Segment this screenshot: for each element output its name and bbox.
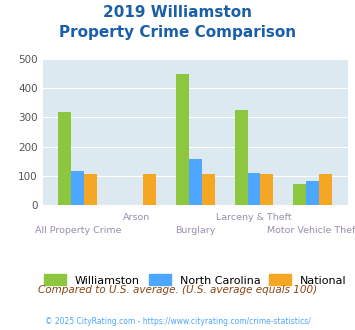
Bar xyxy=(247,173,261,205)
Text: Burglary: Burglary xyxy=(175,226,215,235)
Bar xyxy=(235,110,247,205)
Text: Arson: Arson xyxy=(123,213,150,222)
Text: Property Crime Comparison: Property Crime Comparison xyxy=(59,25,296,40)
Bar xyxy=(202,174,215,205)
Text: © 2025 CityRating.com - https://www.cityrating.com/crime-statistics/: © 2025 CityRating.com - https://www.city… xyxy=(45,317,310,326)
Bar xyxy=(59,112,71,205)
Bar xyxy=(189,159,202,205)
Text: All Property Crime: All Property Crime xyxy=(34,226,121,235)
Bar xyxy=(261,174,273,205)
Bar xyxy=(84,174,97,205)
Text: Compared to U.S. average. (U.S. average equals 100): Compared to U.S. average. (U.S. average … xyxy=(38,285,317,295)
Bar xyxy=(176,74,189,205)
Bar xyxy=(293,184,306,205)
Text: 2019 Williamston: 2019 Williamston xyxy=(103,5,252,20)
Bar xyxy=(71,171,84,205)
Bar xyxy=(319,174,332,205)
Bar xyxy=(143,174,156,205)
Text: Larceny & Theft: Larceny & Theft xyxy=(216,213,292,222)
Text: Motor Vehicle Theft: Motor Vehicle Theft xyxy=(267,226,355,235)
Bar xyxy=(306,182,319,205)
Legend: Williamston, North Carolina, National: Williamston, North Carolina, National xyxy=(40,271,350,289)
